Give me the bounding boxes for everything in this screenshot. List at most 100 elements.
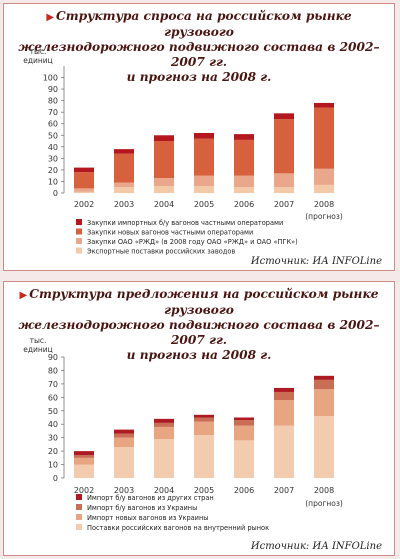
supply-title-line-3: и прогноз на 2008 г.	[126, 348, 272, 362]
demand-title-line-1: Структура спроса на российском рынке гру…	[56, 9, 352, 39]
y-tick-label: 90	[48, 353, 58, 362]
y-tick-label: 90	[48, 85, 58, 94]
supply-chart-title: ▶ Структура предложения на российском рын…	[4, 287, 394, 363]
legend-swatch	[76, 238, 82, 244]
x-tick-label: 2005	[194, 200, 214, 209]
y-tick-label: 80	[48, 366, 58, 375]
bar-segment	[154, 186, 174, 193]
y-tick-label: 80	[48, 97, 58, 106]
supply-title-line-2: железнодорожного подвижного состава в 20…	[18, 318, 380, 347]
demand-source-label: Источник:	[250, 256, 310, 267]
legend-label: Импорт б/у вагонов из других стран	[87, 494, 214, 502]
supply-source-label: Источник:	[250, 541, 310, 552]
x-tick-label: 2002	[74, 200, 94, 209]
bar-segment	[74, 457, 94, 465]
bar-segment	[154, 135, 174, 142]
bar-segment	[194, 417, 214, 422]
y-tick-label: 10	[48, 461, 58, 470]
x-tick-label: 2002	[74, 486, 94, 495]
bar-segment	[314, 107, 334, 169]
demand-source: Источник: ИА INFOLine	[251, 256, 382, 267]
bar-segment	[274, 400, 294, 426]
supply-title-line-1: Структура предложения на российском рынк…	[29, 287, 379, 317]
supply-chart-panel: ▶ Структура предложения на российском рын…	[3, 281, 395, 556]
legend-label: Импорт б/у вагонов из Украины	[87, 504, 197, 512]
x-tick-label: 2006	[234, 200, 254, 209]
legend-swatch	[76, 494, 82, 500]
bar-segment	[154, 439, 174, 478]
forecast-note: (прогноз)	[305, 212, 343, 221]
bar-segment	[274, 113, 294, 120]
bar-segment	[74, 191, 94, 193]
y-axis-unit-label: единиц	[23, 56, 53, 65]
bar-segment	[194, 414, 214, 418]
legend-label: Импорт новых вагонов из Украины	[87, 514, 208, 522]
bar-segment	[114, 429, 134, 434]
legend-swatch	[76, 228, 82, 235]
title-marker-icon: ▶	[19, 290, 28, 301]
bar-segment	[314, 168, 334, 185]
bar-segment	[194, 434, 214, 478]
y-tick-label: 20	[48, 447, 58, 456]
bar-segment	[234, 175, 254, 188]
x-tick-label: 2003	[114, 200, 134, 209]
bar-segment	[234, 139, 254, 176]
y-tick-label: 10	[48, 177, 58, 186]
bar-segment	[314, 102, 334, 108]
demand-chart-plot: тыс.единиц 0 10 20 30 40 50 60 70 80 90 100 2002 2003…	[23, 47, 343, 256]
bar-segment	[234, 187, 254, 193]
bar-segment	[274, 387, 294, 392]
demand-chart-panel: ▶ Структура спроса на российском рынке гр…	[3, 3, 395, 271]
legend-swatch	[76, 514, 82, 520]
y-tick-label: 40	[48, 420, 58, 429]
title-marker-icon: ▶	[46, 12, 55, 23]
bar-segment	[114, 149, 134, 154]
y-tick-label: 50	[48, 407, 58, 416]
bar-segment	[314, 184, 334, 193]
bar-segment	[314, 379, 334, 390]
bar-segment	[154, 141, 174, 178]
legend-swatch	[76, 247, 82, 254]
demand-title-line-3: и прогноз на 2008 г.	[126, 70, 272, 84]
supply-chart-plot: тыс.единиц 0 10 20 30 40 50 60 70 80 90 2002 2003 200…	[23, 336, 343, 532]
legend-swatch	[76, 524, 82, 530]
y-axis-unit-label: тыс.	[30, 47, 47, 56]
y-tick-label: 0	[53, 474, 58, 483]
bar-segment	[114, 153, 134, 183]
demand-title-line-2: железнодорожного подвижного состава в 20…	[18, 40, 380, 69]
x-tick-label: 2004	[154, 486, 174, 495]
bar-segment	[74, 167, 94, 173]
bar-segment	[234, 425, 254, 441]
bar-segment	[74, 172, 94, 189]
bar-segment	[114, 187, 134, 193]
bar-segment	[154, 422, 174, 427]
supply-source-value: ИА INFOLine	[312, 541, 382, 552]
bar-segment	[154, 177, 174, 187]
bar-segment	[314, 389, 334, 417]
legend-swatch	[76, 504, 82, 510]
bar-segment	[274, 391, 294, 401]
bar-segment	[234, 134, 254, 140]
y-tick-label: 30	[48, 154, 58, 163]
forecast-note: (прогноз)	[305, 499, 343, 508]
bar-segment	[114, 182, 134, 188]
bar-segment	[74, 451, 94, 456]
y-tick-label: 100	[43, 74, 58, 83]
y-axis-unit-label: единиц	[23, 345, 53, 354]
legend-label: Закупки новых вагонов частными оператора…	[87, 229, 253, 237]
demand-chart-title: ▶ Структура спроса на российском рынке гр…	[4, 9, 394, 85]
bar-segment	[314, 375, 334, 380]
bar-segment	[274, 425, 294, 478]
bar-segment	[234, 440, 254, 478]
legend-swatch	[76, 219, 82, 225]
x-tick-label: 2004	[154, 200, 174, 209]
y-tick-label: 40	[48, 143, 58, 152]
bar-segment	[194, 132, 214, 139]
x-tick-label: 2007	[274, 200, 294, 209]
bar-segment	[194, 421, 214, 435]
bar-segment	[74, 455, 94, 458]
legend-label: Закупки ОАО «РЖД» (в 2008 году ОАО «РЖД»…	[87, 238, 298, 246]
bar-segment	[114, 433, 134, 438]
y-tick-label: 30	[48, 434, 58, 443]
y-tick-label: 60	[48, 393, 58, 402]
